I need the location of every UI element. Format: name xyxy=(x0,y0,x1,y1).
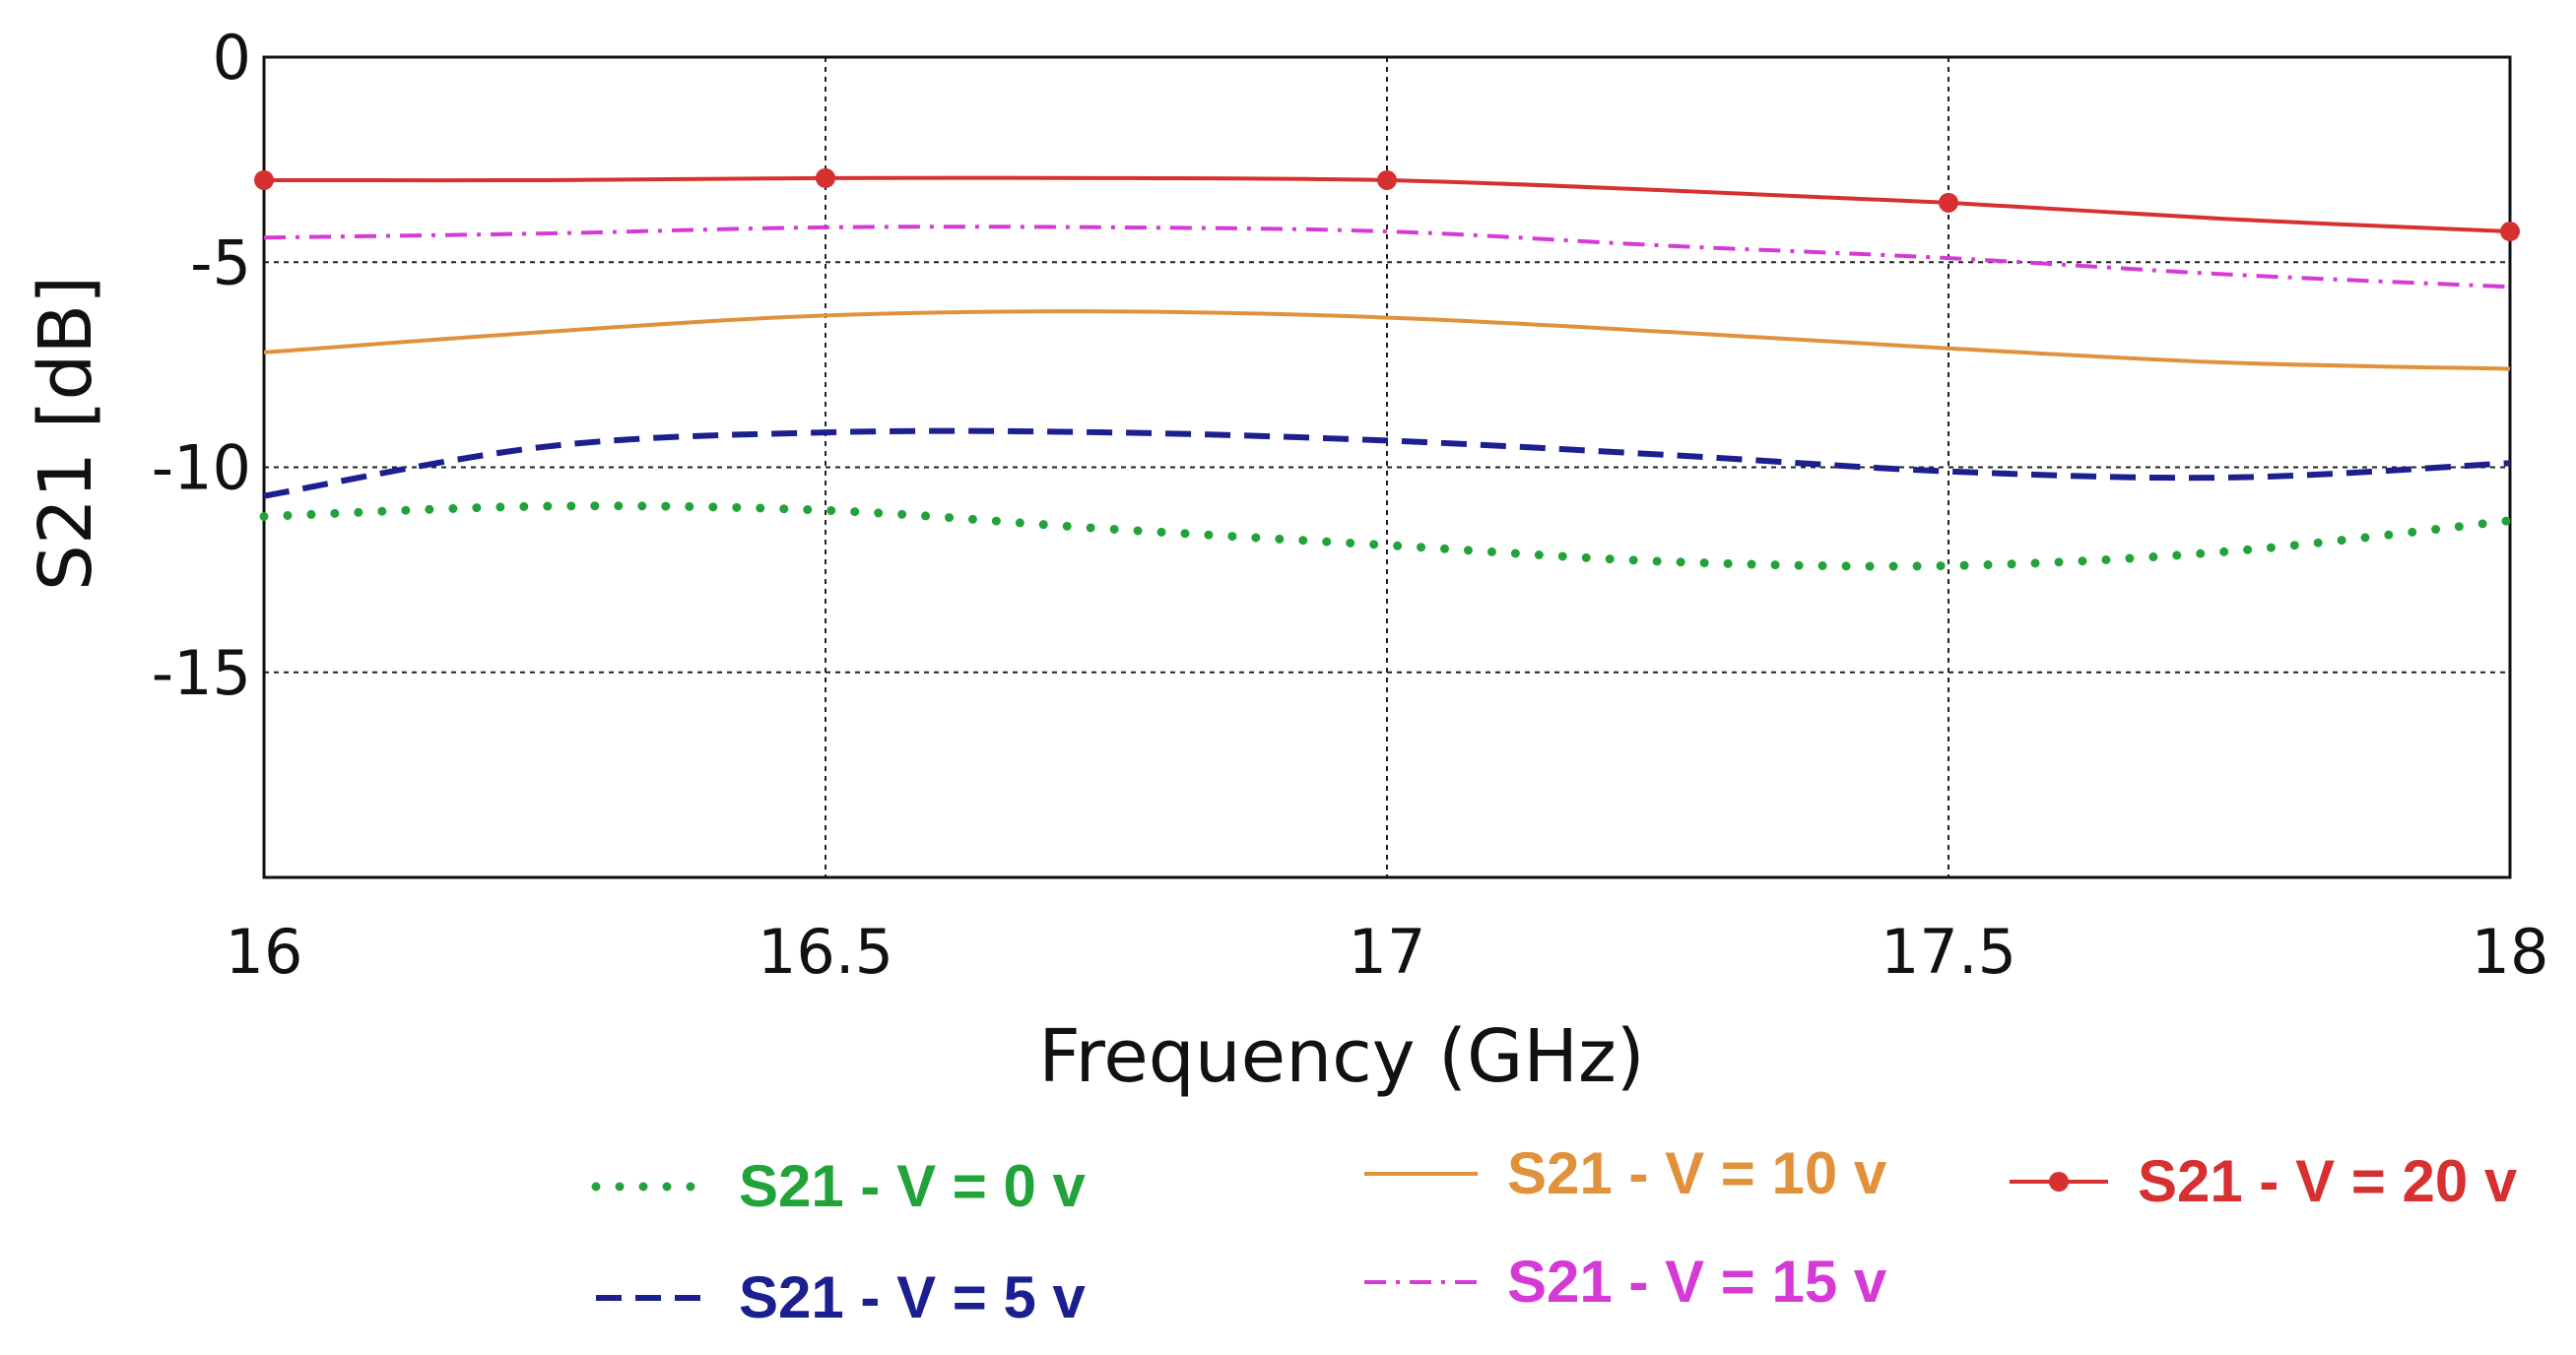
legend: S21 - V = 0 v S21 - V = 5 v S21 - V = 10 v… xyxy=(591,1140,2518,1330)
series-line-3 xyxy=(263,225,2511,290)
x-axis-title: Frequency (GHz) xyxy=(1038,1014,1644,1099)
x-tick-label: 16.5 xyxy=(758,916,893,988)
legend-label: S21 - V = 15 v xyxy=(1507,1249,1887,1315)
series-line-2 xyxy=(263,309,2511,371)
x-axis-ticks: 16 16.5 17 17.5 18 xyxy=(226,916,2549,988)
y-axis-title: S21 [dB] xyxy=(24,276,108,591)
series-marker xyxy=(1377,169,1397,190)
series-line-1 xyxy=(263,427,2511,499)
series-marker xyxy=(1939,192,1958,213)
series-marker xyxy=(2500,222,2520,242)
series-marker xyxy=(816,167,835,188)
y-tick-label: -10 xyxy=(152,432,251,504)
legend-label: S21 - V = 20 v xyxy=(2138,1148,2518,1214)
legend-label: S21 - V = 0 v xyxy=(739,1153,1087,1219)
y-tick-label: -15 xyxy=(152,637,251,709)
legend-label: S21 - V = 10 v xyxy=(1507,1140,1887,1206)
series-marker xyxy=(254,169,274,190)
x-tick-label: 17.5 xyxy=(1881,916,2016,988)
y-tick-label: 0 xyxy=(213,22,251,94)
legend-marker xyxy=(2049,1172,2069,1192)
legend-label: S21 - V = 5 v xyxy=(739,1264,1087,1330)
grid-layer xyxy=(264,57,2510,877)
y-axis-ticks: 0 -5 -10 -15 xyxy=(152,22,251,709)
y-tick-label: -5 xyxy=(190,226,251,298)
plot-area-frame xyxy=(262,55,2512,879)
x-tick-label: 18 xyxy=(2472,916,2549,988)
x-tick-label: 16 xyxy=(226,916,303,988)
series-layer xyxy=(254,167,2520,571)
x-tick-label: 17 xyxy=(1349,916,1426,988)
